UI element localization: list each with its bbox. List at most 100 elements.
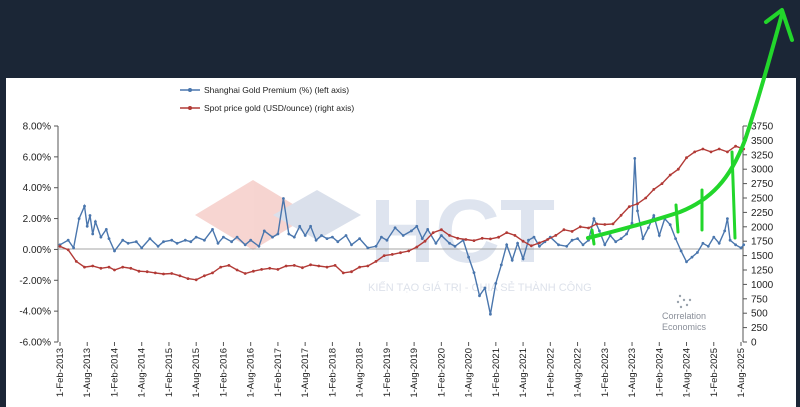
gold-point xyxy=(341,271,345,275)
x-tick-label: 1-Aug-2016 xyxy=(246,348,257,398)
premium-point xyxy=(88,214,92,217)
gold-point xyxy=(194,278,198,282)
brand-line-1: Correlation xyxy=(662,311,706,321)
gold-point xyxy=(505,231,509,235)
gold-point xyxy=(178,274,182,278)
series-gold xyxy=(58,144,746,282)
gold-point xyxy=(521,239,525,243)
premium-point xyxy=(243,243,247,247)
x-tick-label: 1-Feb-2022 xyxy=(545,348,556,397)
gold-point xyxy=(284,264,288,268)
premium-point xyxy=(374,244,378,248)
premium-point xyxy=(641,237,645,241)
premium-point xyxy=(262,229,266,233)
premium-point xyxy=(148,237,152,241)
premium-point xyxy=(175,241,179,245)
gold-point xyxy=(292,264,296,267)
x-tick-label: 1-Feb-2020 xyxy=(436,348,447,397)
gold-point xyxy=(333,264,337,267)
gold-point xyxy=(99,266,103,270)
legend-marker-premium xyxy=(188,88,192,92)
premium-point xyxy=(292,235,296,239)
premium-point xyxy=(478,294,481,298)
premium-point xyxy=(189,240,193,244)
overlay-arrowhead-icon xyxy=(764,8,794,42)
gold-point xyxy=(587,226,590,230)
premium-point xyxy=(140,246,144,250)
x-tick-label: 1-Feb-2021 xyxy=(491,348,502,397)
y-right-tick-label: 2750 xyxy=(751,179,774,190)
x-tick-label: 1-Aug-2015 xyxy=(191,348,202,398)
premium-point xyxy=(380,235,383,239)
y-right-tick-label: 2500 xyxy=(751,194,774,205)
y-left-tick-label: 8.00% xyxy=(23,122,51,133)
premium-point xyxy=(309,224,312,228)
gold-point xyxy=(611,222,615,226)
x-tick-label: 1-Aug-2013 xyxy=(82,348,93,398)
premium-point xyxy=(625,232,628,236)
x-tick-label: 1-Aug-2020 xyxy=(464,348,475,398)
x-tick-label: 1-Feb-2015 xyxy=(164,348,175,397)
premium-point xyxy=(706,244,710,248)
gold-point xyxy=(399,251,402,255)
premium-point xyxy=(257,244,261,248)
legend-marker-gold xyxy=(188,106,192,110)
brand-mark: Correlation Economics xyxy=(662,294,707,332)
x-tick-label: 1-Aug-2024 xyxy=(682,348,693,398)
premium-point xyxy=(630,221,634,225)
premium-point xyxy=(426,228,430,231)
x-tick-label: 1-Feb-2019 xyxy=(382,348,393,397)
gold-point xyxy=(456,236,460,240)
y-right-tick-label: 2250 xyxy=(751,208,774,219)
gold-point xyxy=(529,244,533,248)
premium-point xyxy=(77,217,81,221)
y-right-tick-label: 3250 xyxy=(751,150,774,161)
y-left-tick-label: 0.00% xyxy=(23,245,51,256)
overlay-tick-4 xyxy=(730,150,737,240)
gold-point xyxy=(578,225,582,229)
gold-point xyxy=(350,270,353,274)
premium-point xyxy=(83,204,86,208)
gold-point xyxy=(668,173,672,177)
x-tick-label: 1-Feb-2025 xyxy=(709,348,720,397)
gold-point xyxy=(129,266,133,270)
gold-point xyxy=(153,271,157,275)
legend-item-gold: Spot price gold (USD/ounce) (right axis) xyxy=(180,103,354,113)
gold-point xyxy=(145,270,149,274)
y-right-tick-label: 1750 xyxy=(751,237,774,248)
series-layer xyxy=(58,144,746,316)
premium-point xyxy=(121,238,125,242)
gold-point xyxy=(627,205,631,209)
x-tick-label: 1-Feb-2023 xyxy=(600,348,611,397)
legend-label-gold: Spot price gold (USD/ounce) (right axis) xyxy=(204,103,354,113)
gold-point xyxy=(366,264,370,268)
premium-point xyxy=(652,214,656,217)
premium-point xyxy=(276,232,280,236)
gold-point xyxy=(693,150,697,154)
y-left-tick-label: -4.00% xyxy=(19,307,51,318)
gold-point xyxy=(676,167,680,171)
x-tick-label: 1-Aug-2017 xyxy=(300,348,311,398)
gold-point xyxy=(734,144,737,148)
gold-point xyxy=(91,264,95,268)
premium-point xyxy=(94,220,97,224)
gold-point xyxy=(415,245,419,249)
premium-point xyxy=(385,238,389,242)
x-tick-label: 1-Aug-2018 xyxy=(355,348,366,398)
premium-point xyxy=(85,224,89,228)
premium-point xyxy=(647,226,650,230)
gold-point xyxy=(513,234,517,237)
x-tick-label: 1-Aug-2019 xyxy=(409,348,420,398)
brand-dots-icon xyxy=(676,294,692,309)
x-tick-label: 1-Aug-2025 xyxy=(736,348,747,398)
premium-point xyxy=(527,238,530,242)
x-tick-label: 1-Feb-2018 xyxy=(327,348,338,397)
premium-point xyxy=(393,226,397,230)
y-axis-right: 3750350032503000275025002250200017501500… xyxy=(743,122,774,349)
gold-point xyxy=(489,237,492,241)
gold-point xyxy=(211,271,214,275)
premium-point xyxy=(603,243,607,247)
premium-point xyxy=(401,234,405,237)
gold-point xyxy=(358,265,361,269)
x-axis: 1-Feb-2013 1-Aug-2013 1-Feb-2014 1-Aug-2014… xyxy=(55,342,747,398)
